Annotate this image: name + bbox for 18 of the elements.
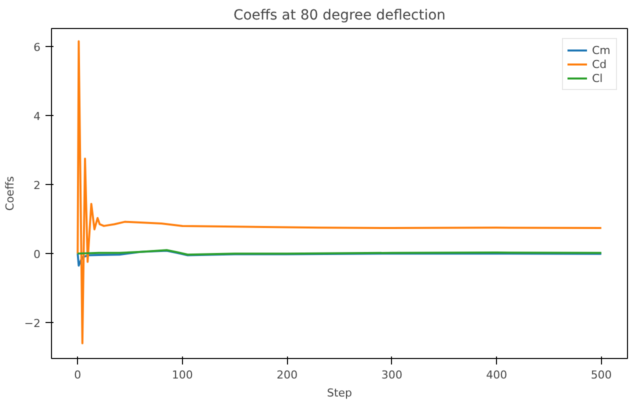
y-tick-label: 2: [34, 179, 40, 192]
y-tick-label: 0: [34, 248, 40, 262]
x-tick-label: 200: [276, 368, 298, 382]
x-tick-label: 500: [590, 368, 612, 382]
x-tick-label: 400: [486, 368, 508, 382]
x-tick-label: 100: [172, 368, 193, 382]
y-axis-title: Coeffs: [3, 176, 16, 211]
legend-label: Cm: [592, 43, 612, 57]
legend-label: Cl: [592, 71, 604, 85]
x-axis-title: Step: [326, 386, 352, 400]
y-tick-label: −2: [24, 317, 41, 330]
y-tick-label: 4: [34, 110, 40, 123]
line-series: [76, 250, 602, 267]
legend-label: Cd: [592, 57, 608, 71]
x-tick-label: 0: [74, 368, 82, 382]
x-tick-label: 300: [381, 368, 402, 382]
chart-title: Coeffs at 80 degree deflection: [233, 8, 446, 24]
y-tick-label: 6: [34, 40, 40, 54]
